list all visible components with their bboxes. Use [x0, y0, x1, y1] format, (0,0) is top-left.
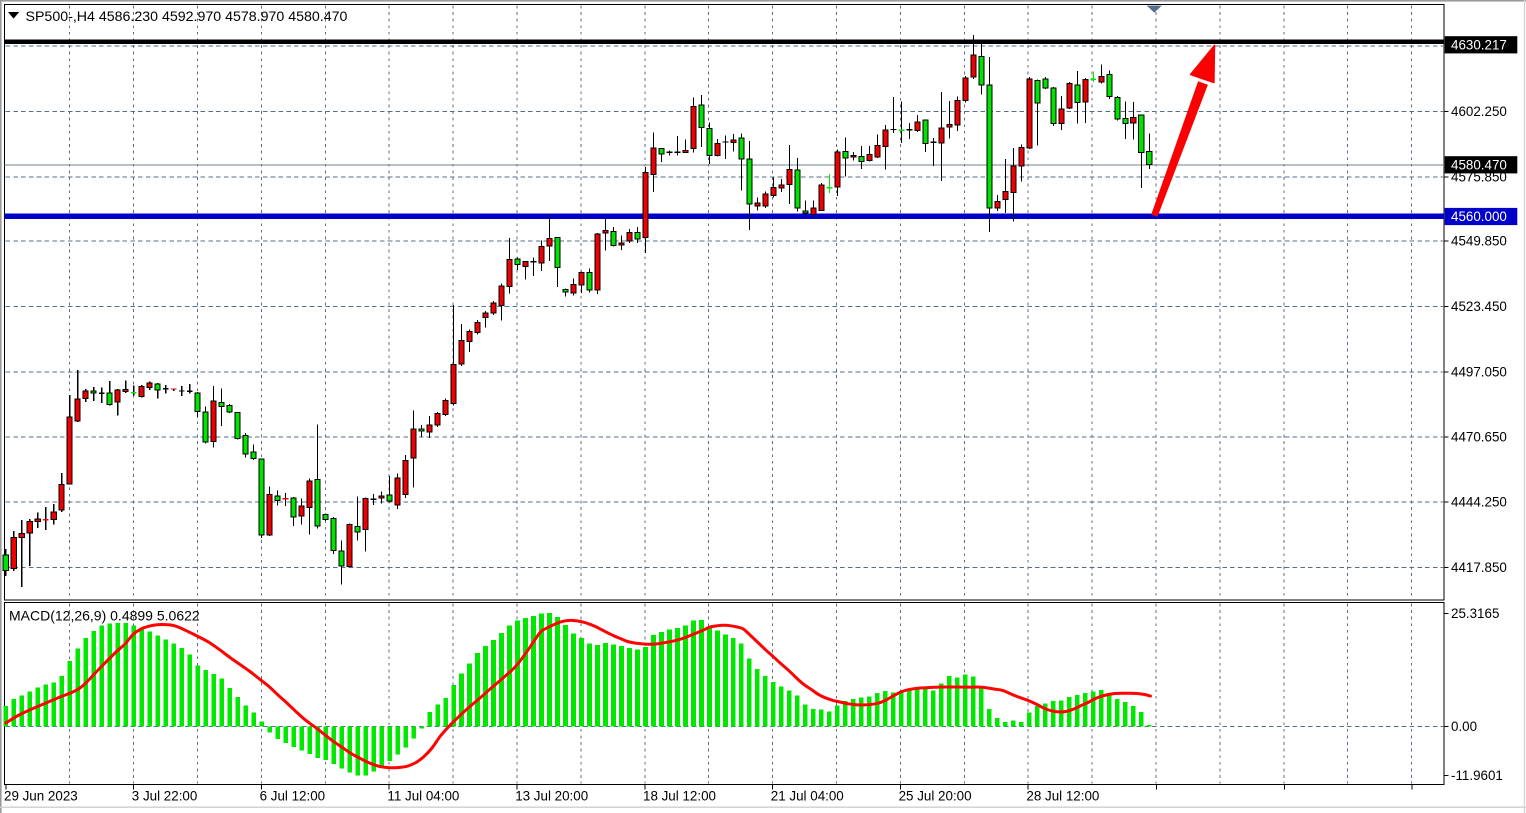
svg-text:4549.850: 4549.850 [1451, 234, 1507, 249]
svg-text:13 Jul 20:00: 13 Jul 20:00 [515, 789, 588, 804]
svg-text:25 Jul 20:00: 25 Jul 20:00 [899, 789, 972, 804]
svg-text:4497.050: 4497.050 [1451, 365, 1507, 380]
svg-text:25.3165: 25.3165 [1451, 606, 1499, 621]
svg-text:4444.250: 4444.250 [1451, 495, 1507, 510]
svg-text:-11.9601: -11.9601 [1451, 768, 1503, 783]
svg-text:4523.450: 4523.450 [1451, 299, 1507, 314]
svg-text:4417.850: 4417.850 [1451, 560, 1507, 575]
svg-text:4602.250: 4602.250 [1451, 104, 1507, 119]
svg-text:21 Jul 04:00: 21 Jul 04:00 [771, 789, 844, 804]
svg-text:SP500-,H4 4586.230 4592.970 4: SP500-,H4 4586.230 4592.970 4578.970 458… [26, 9, 348, 25]
svg-text:18 Jul 12:00: 18 Jul 12:00 [643, 789, 716, 804]
svg-text:0.00: 0.00 [1451, 719, 1477, 734]
svg-text:4560.000: 4560.000 [1451, 209, 1507, 224]
svg-text:4630.217: 4630.217 [1451, 37, 1507, 52]
svg-text:29 Jun 2023: 29 Jun 2023 [4, 789, 78, 804]
svg-text:28 Jul 12:00: 28 Jul 12:00 [1026, 789, 1099, 804]
svg-text:3 Jul 22:00: 3 Jul 22:00 [132, 789, 198, 804]
svg-text:4470.650: 4470.650 [1451, 430, 1507, 445]
svg-text:11 Jul 04:00: 11 Jul 04:00 [387, 789, 459, 804]
svg-text:MACD(12,26,9) 0.4899 5.0622: MACD(12,26,9) 0.4899 5.0622 [9, 608, 200, 624]
svg-text:6 Jul 12:00: 6 Jul 12:00 [260, 789, 326, 804]
svg-text:4580.470: 4580.470 [1451, 157, 1507, 172]
